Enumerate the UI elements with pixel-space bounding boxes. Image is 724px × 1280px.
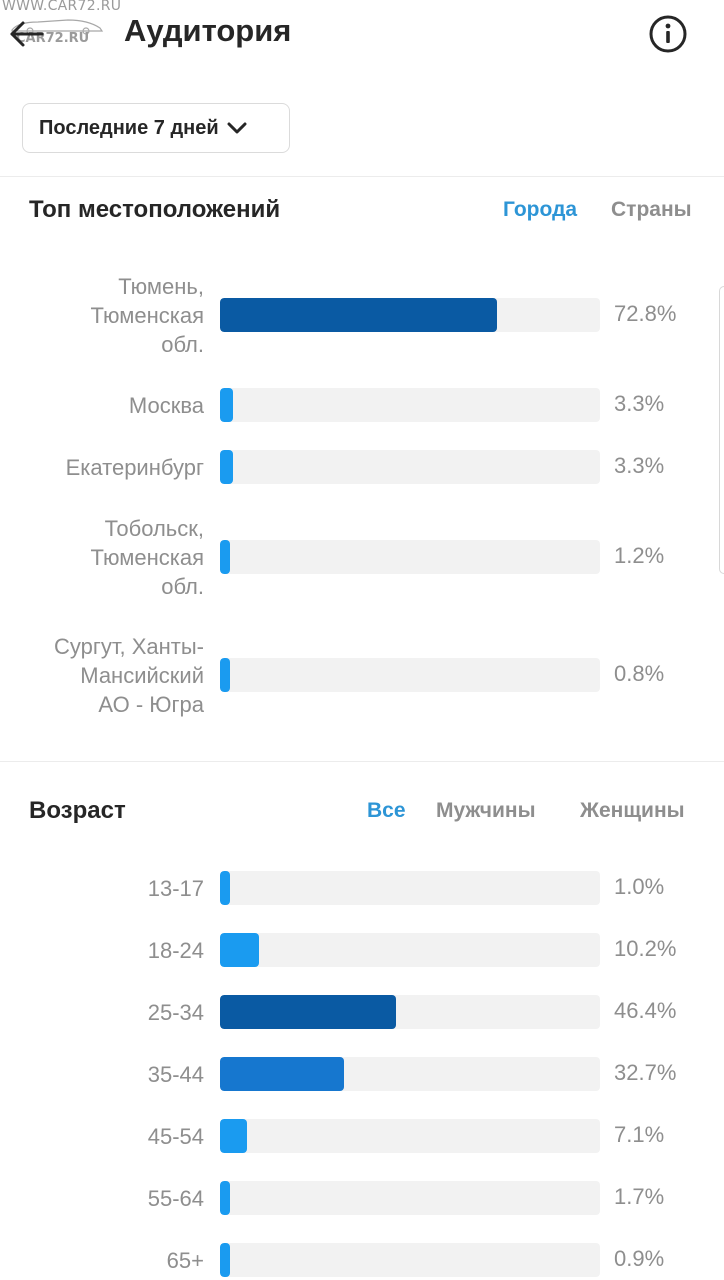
location-bar-track (220, 388, 600, 422)
age-bar-track (220, 1181, 600, 1215)
period-label: Последние 7 дней (39, 116, 219, 139)
age-bar (220, 1119, 247, 1153)
location-row-value: 3.3% (614, 453, 665, 478)
age-row-value: 10.2% (614, 936, 677, 961)
location-bar (220, 658, 230, 692)
age-row-label: 65+ (166, 1247, 204, 1273)
location-bar-track (220, 658, 600, 692)
tab-men[interactable]: Мужчины (436, 799, 536, 822)
section-divider (0, 761, 724, 762)
age-row-label: 35-44 (147, 1061, 204, 1087)
age-bar-track (220, 1057, 600, 1091)
location-bar (220, 298, 497, 332)
age-bar-track (220, 1243, 600, 1277)
age-title: Возраст (29, 797, 126, 824)
location-bar-track (220, 450, 600, 484)
age-row-value: 32.7% (614, 1060, 677, 1085)
location-row-label: Москва (128, 392, 204, 418)
age-bar-track (220, 995, 600, 1029)
location-row-value: 0.8% (614, 661, 665, 686)
age-row-label: 55-64 (147, 1185, 204, 1211)
age-row-label: 18-24 (147, 937, 204, 963)
age-bar (220, 1181, 230, 1215)
age-row-label: 45-54 (147, 1123, 204, 1149)
age-row-value: 1.7% (614, 1184, 665, 1209)
scroll-indicator[interactable] (719, 286, 724, 574)
location-bar (220, 540, 230, 574)
location-bar-track (220, 298, 600, 332)
location-row-label: Сургут, Ханты- Мансийский АО - Югра (53, 633, 204, 717)
location-row-label: Тобольск, Тюменская обл. (90, 515, 205, 599)
info-circle-icon (649, 15, 687, 53)
location-row-label: Тюмень, Тюменская обл. (90, 273, 205, 357)
locations-title: Топ местоположений (29, 196, 281, 223)
age-bar (220, 1057, 345, 1091)
location-bar-track (220, 540, 600, 574)
age-bar (220, 995, 397, 1029)
age-row-value: 46.4% (614, 998, 677, 1023)
age-bar-track (220, 1119, 600, 1153)
location-row-label: Екатеринбург (65, 454, 204, 480)
age-row-label: 13-17 (147, 875, 204, 901)
age-bar-track (220, 871, 600, 905)
age-bar (220, 933, 259, 967)
tab-cities[interactable]: Города (503, 198, 578, 221)
age-row-label: 25-34 (147, 999, 204, 1025)
location-row-value: 72.8% (614, 301, 677, 326)
tab-all[interactable]: Все (367, 799, 406, 822)
chevron-down-icon (227, 121, 247, 135)
age-row-value: 0.9% (614, 1246, 665, 1271)
location-bar (220, 450, 233, 484)
age-row-value: 7.1% (614, 1122, 665, 1147)
tab-countries[interactable]: Страны (611, 198, 692, 221)
age-bar (220, 1243, 230, 1277)
age-row-value: 1.0% (614, 874, 665, 899)
location-bar (220, 388, 233, 422)
back-button[interactable] (2, 14, 50, 54)
page-title: Аудитория (124, 13, 292, 48)
tab-women[interactable]: Женщины (580, 799, 685, 822)
location-row-value: 3.3% (614, 391, 665, 416)
info-button[interactable] (648, 14, 688, 54)
arrow-left-icon (10, 21, 44, 47)
period-dropdown[interactable]: Последние 7 дней (22, 103, 290, 153)
location-row-value: 1.2% (614, 543, 665, 568)
section-divider (0, 176, 724, 177)
age-bar-track (220, 933, 600, 967)
app-header: Аудитория (0, 0, 724, 70)
age-bar (220, 871, 230, 905)
